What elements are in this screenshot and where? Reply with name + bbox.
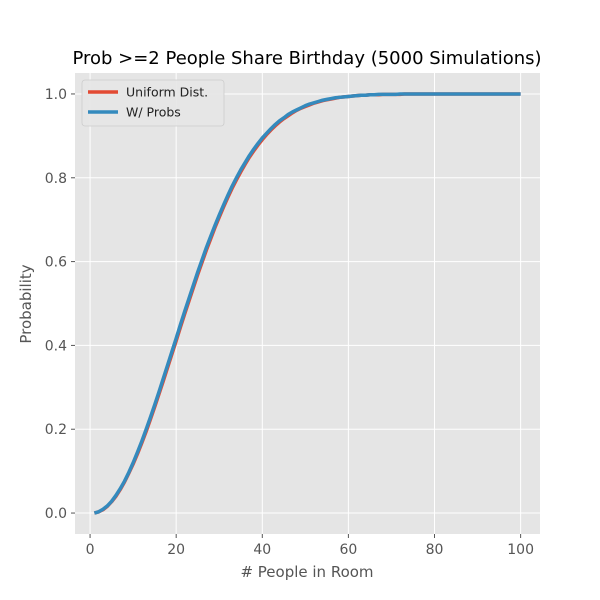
plot-area-background [75,73,540,534]
legend-label: W/ Probs [126,105,181,120]
y-axis-ticks: 0.0 0.2 0.4 0.6 0.8 1.0 [45,87,75,522]
y-tick-label: 0.8 [45,171,67,187]
x-tick-label: 20 [167,542,185,558]
y-axis-label: Probability [17,264,35,343]
y-tick-label: 0.2 [45,422,67,438]
x-axis-ticks: 0 20 40 60 80 100 [86,534,534,558]
y-tick-label: 0.0 [45,506,67,522]
data-series-lines [93,92,521,515]
x-tick-label: 80 [426,542,444,558]
y-tick-label: 0.4 [45,338,67,354]
x-tick-label: 100 [507,542,534,558]
legend-label: Uniform Dist. [126,85,208,100]
y-tick-label: 1.0 [45,87,67,103]
y-tick-label: 0.6 [45,255,67,271]
x-axis-label: # People in Room [240,563,373,581]
legend: Uniform Dist. W/ Probs [81,79,225,127]
chart-title: Prob >=2 People Share Birthday (5000 Sim… [72,48,541,69]
x-tick-label: 0 [86,542,95,558]
x-tick-label: 60 [339,542,357,558]
series-line-w-probs [93,92,521,515]
x-tick-label: 40 [253,542,271,558]
grid-lines [75,73,540,534]
